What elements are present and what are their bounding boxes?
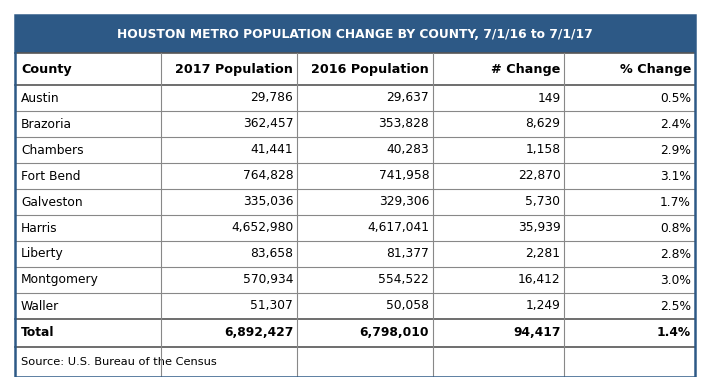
Text: 40,283: 40,283	[386, 144, 430, 156]
Text: 6,892,427: 6,892,427	[224, 326, 293, 340]
Text: 2,281: 2,281	[525, 247, 560, 261]
Text: # Change: # Change	[491, 63, 560, 75]
Text: 570,934: 570,934	[243, 273, 293, 287]
Text: 3.0%: 3.0%	[660, 273, 691, 287]
Text: 2.5%: 2.5%	[660, 299, 691, 313]
Text: 335,036: 335,036	[243, 196, 293, 208]
Text: 2016 Population: 2016 Population	[312, 63, 430, 75]
Text: 1,249: 1,249	[525, 299, 560, 313]
Text: 741,958: 741,958	[378, 170, 430, 182]
Text: 5,730: 5,730	[525, 196, 560, 208]
Text: 2017 Population: 2017 Population	[175, 63, 293, 75]
Text: Chambers: Chambers	[21, 144, 84, 156]
Text: 1,158: 1,158	[525, 144, 560, 156]
Text: 1.7%: 1.7%	[660, 196, 691, 208]
Text: 50,058: 50,058	[386, 299, 430, 313]
Text: County: County	[21, 63, 72, 75]
Text: Source: U.S. Bureau of the Census: Source: U.S. Bureau of the Census	[21, 357, 217, 367]
Text: 22,870: 22,870	[518, 170, 560, 182]
Text: 1.4%: 1.4%	[657, 326, 691, 340]
Text: 353,828: 353,828	[378, 118, 430, 130]
Text: 4,652,980: 4,652,980	[231, 222, 293, 234]
Text: Waller: Waller	[21, 299, 59, 313]
Text: Austin: Austin	[21, 92, 60, 104]
Text: 329,306: 329,306	[379, 196, 430, 208]
Text: Fort Bend: Fort Bend	[21, 170, 80, 182]
Text: 35,939: 35,939	[518, 222, 560, 234]
Text: 554,522: 554,522	[378, 273, 430, 287]
Text: HOUSTON METRO POPULATION CHANGE BY COUNTY, 7/1/16 to 7/1/17: HOUSTON METRO POPULATION CHANGE BY COUNT…	[117, 28, 593, 40]
Text: 2.8%: 2.8%	[660, 247, 691, 261]
Text: 83,658: 83,658	[250, 247, 293, 261]
Text: Harris: Harris	[21, 222, 58, 234]
Text: 16,412: 16,412	[518, 273, 560, 287]
Text: Brazoria: Brazoria	[21, 118, 72, 130]
Text: 0.5%: 0.5%	[660, 92, 691, 104]
Text: 0.8%: 0.8%	[660, 222, 691, 234]
Text: 362,457: 362,457	[243, 118, 293, 130]
Text: 51,307: 51,307	[251, 299, 293, 313]
Text: 29,637: 29,637	[386, 92, 430, 104]
Text: 29,786: 29,786	[251, 92, 293, 104]
Text: 4,617,041: 4,617,041	[367, 222, 430, 234]
Bar	[15, 15, 695, 53]
Text: Montgomery: Montgomery	[21, 273, 99, 287]
Text: 2.4%: 2.4%	[660, 118, 691, 130]
Text: Total: Total	[21, 326, 55, 340]
Text: 764,828: 764,828	[243, 170, 293, 182]
Text: 6,798,010: 6,798,010	[360, 326, 430, 340]
Text: 41,441: 41,441	[251, 144, 293, 156]
Text: Galveston: Galveston	[21, 196, 82, 208]
Text: % Change: % Change	[620, 63, 691, 75]
Text: 94,417: 94,417	[513, 326, 560, 340]
Text: 2.9%: 2.9%	[660, 144, 691, 156]
Text: 81,377: 81,377	[386, 247, 430, 261]
Text: 3.1%: 3.1%	[660, 170, 691, 182]
Text: Liberty: Liberty	[21, 247, 64, 261]
Text: 149: 149	[537, 92, 560, 104]
Text: 8,629: 8,629	[525, 118, 560, 130]
